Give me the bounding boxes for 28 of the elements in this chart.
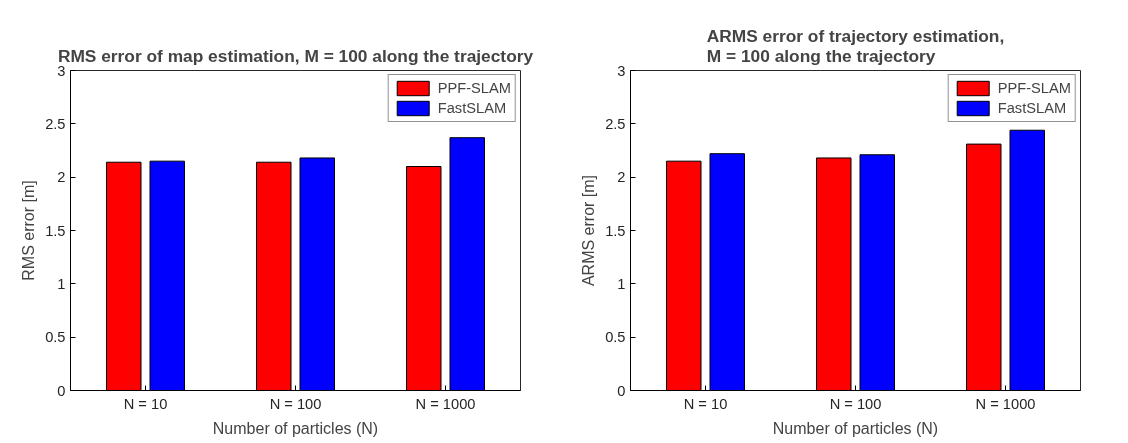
y-tick-label: 2.5 bbox=[45, 115, 66, 132]
legend-label: PPF-SLAM bbox=[437, 80, 511, 96]
y-tick-label: 2 bbox=[617, 169, 626, 186]
y-tick-label: 0 bbox=[617, 382, 626, 399]
y-axis-title: ARMS error [m] bbox=[580, 174, 598, 287]
x-tick-label: N = 100 bbox=[829, 395, 882, 412]
legend-label: FastSLAM bbox=[997, 100, 1067, 116]
y-tick-label: 1 bbox=[617, 275, 626, 292]
y-tick-label: 2 bbox=[57, 169, 66, 186]
y-tick-label: 2.5 bbox=[605, 115, 626, 132]
legend-label: PPF-SLAM bbox=[997, 80, 1071, 96]
x-tick-label: N = 10 bbox=[123, 395, 168, 412]
x-tick-label: N = 1000 bbox=[975, 395, 1036, 412]
x-axis-title: Number of particles (N) bbox=[772, 419, 939, 437]
y-tick-label: 0.5 bbox=[605, 329, 626, 346]
x-tick-label: N = 100 bbox=[269, 395, 322, 412]
legend-label: FastSLAM bbox=[437, 100, 507, 116]
y-tick-label: 0.5 bbox=[45, 329, 66, 346]
y-tick-label: 1 bbox=[57, 275, 66, 292]
x-tick-label: N = 10 bbox=[683, 395, 728, 412]
y-axis-title: RMS error [m] bbox=[20, 180, 38, 281]
chart-title: ARMS error of trajectory estimation, M = 100 along the trajectory bbox=[706, 25, 1005, 66]
y-tick-label: 3 bbox=[617, 62, 626, 79]
y-tick-label: 1.5 bbox=[605, 222, 626, 239]
y-tick-label: 0 bbox=[57, 382, 66, 399]
y-tick-label: 1.5 bbox=[45, 222, 66, 239]
x-tick-label: N = 1000 bbox=[415, 395, 476, 412]
x-axis-title: Number of particles (N) bbox=[212, 419, 379, 437]
